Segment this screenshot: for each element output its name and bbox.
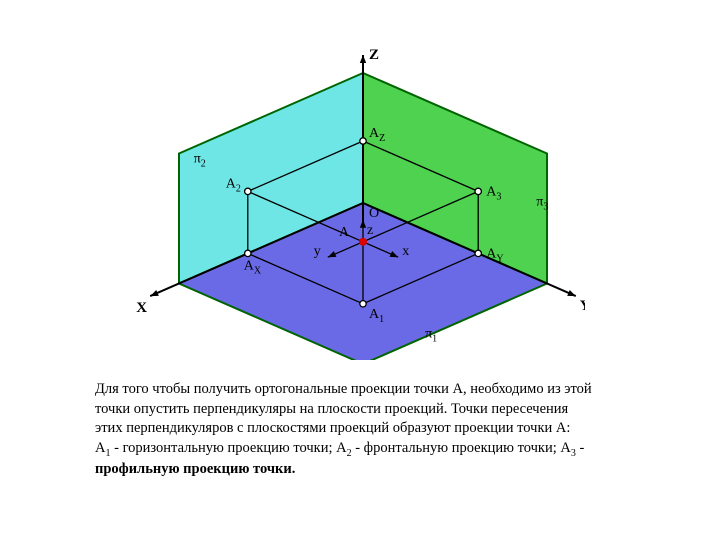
svg-text:x: x [402,244,409,259]
svg-text:X: X [136,300,147,316]
caption-line: Для того чтобы получить ортогональные пр… [95,381,592,397]
projection-diagram: OA2AZA3AXA1AYAyxzXYZπ2π3π1 [135,20,585,360]
caption-line: A [95,440,105,456]
svg-text:A: A [339,225,350,240]
caption-line: точки опустить перпендикуляры на плоскос… [95,401,568,417]
caption-line: - горизонтальную проекцию точки; A [110,440,346,456]
caption-line: - фронтальную проекцию точки; A [352,440,571,456]
caption-line: профильную проекцию точки. [95,461,295,477]
svg-text:Y: Y [580,298,585,314]
svg-text:Z: Z [369,47,379,63]
svg-text:z: z [367,223,373,238]
caption-line: этих перпендикуляров с плоскостями проек… [95,420,570,436]
caption-line: - [576,440,584,456]
caption-text: Для того чтобы получить ортогональные пр… [95,380,640,480]
svg-text:O: O [369,206,379,221]
svg-text:y: y [314,244,321,259]
